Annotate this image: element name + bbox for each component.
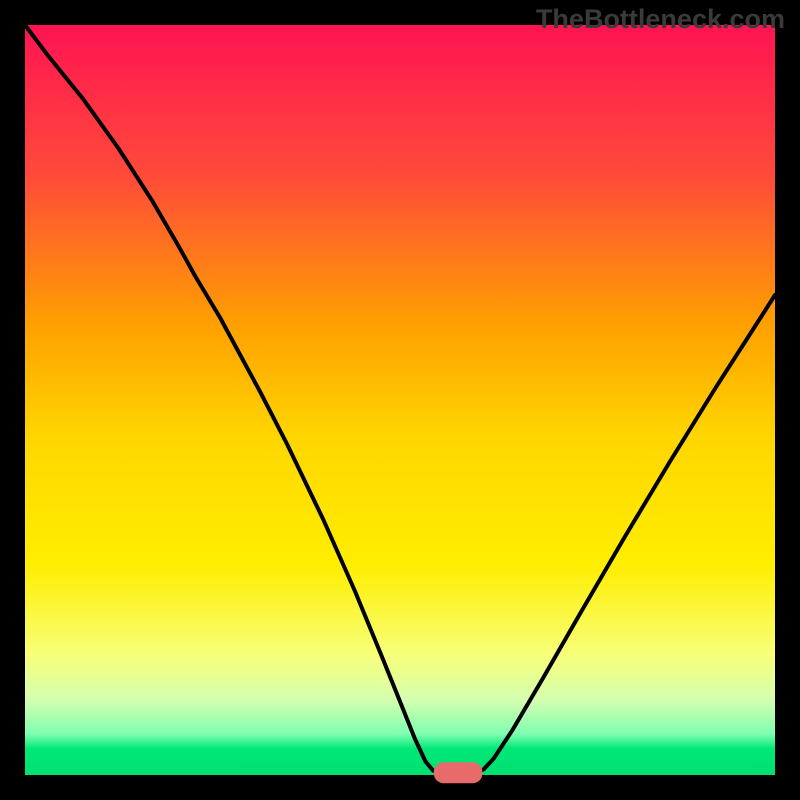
chart-stage: TheBottleneck.com: [0, 0, 800, 800]
bottleneck-chart: [0, 0, 800, 800]
plot-area: [25, 25, 775, 775]
dip-marker: [434, 762, 483, 783]
